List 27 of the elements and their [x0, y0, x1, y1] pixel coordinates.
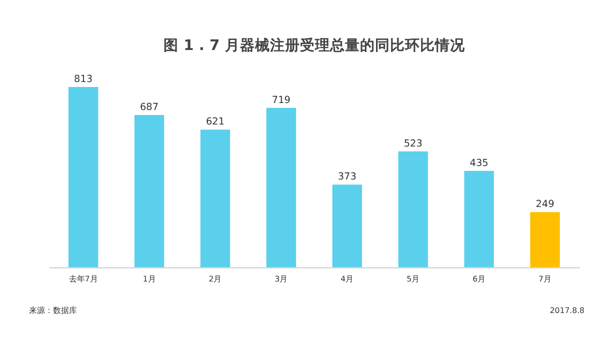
x-tick-label: 2月: [208, 274, 222, 284]
bar: [464, 170, 494, 268]
x-tick-label: 4月: [340, 274, 354, 284]
x-tick-label: 1月: [142, 274, 156, 284]
x-tick-label: 3月: [274, 274, 288, 284]
data-label: 813: [74, 74, 93, 86]
bar: [134, 114, 164, 268]
x-tick-label: 5月: [406, 274, 420, 284]
data-label: 249: [536, 199, 554, 210]
bar: [332, 184, 362, 268]
data-label: 373: [338, 172, 356, 183]
data-label: 719: [272, 95, 290, 106]
bar: [530, 212, 560, 268]
bar: [68, 87, 98, 268]
data-label: 687: [140, 102, 159, 114]
bar: [266, 108, 296, 268]
x-tick-label: 6月: [472, 274, 486, 284]
data-label: 435: [470, 158, 488, 169]
source-note: 来源：数据库: [29, 306, 78, 316]
x-tick-label: 去年7月: [68, 274, 98, 284]
bar: [200, 130, 230, 268]
x-tick-label: 7月: [538, 274, 552, 284]
data-label: 523: [404, 138, 422, 150]
data-label: 621: [206, 116, 225, 128]
text: 2017.8.8: [550, 306, 585, 316]
bar: [398, 151, 428, 268]
chart-title: 图 1 . 7 月器械注册受理总量的同比环比情况: [164, 36, 466, 54]
